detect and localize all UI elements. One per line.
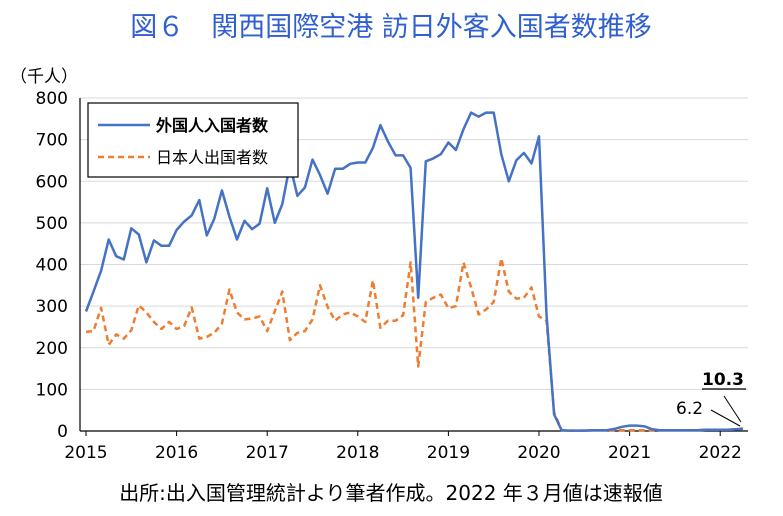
x-tick-label: 2020: [517, 443, 560, 463]
x-tick-label: 2019: [427, 443, 470, 463]
y-tick-label: 800: [36, 89, 68, 109]
legend: 外国人入国者数 日本人出国者数: [87, 102, 299, 178]
series-lines: [84, 111, 744, 432]
x-tick-label: 2021: [608, 443, 651, 463]
legend-label-japanese: 日本人出国者数: [156, 148, 268, 167]
chart-title: 図６ 関西国際空港 訪日外客入国者数推移: [130, 12, 652, 43]
y-tick-label: 700: [36, 131, 68, 151]
annotation-japanese-latest: 6.2: [676, 399, 703, 419]
x-tick-label: 2015: [64, 443, 107, 463]
series-line-foreign-arrivals: [84, 111, 743, 432]
y-tick-label: 0: [57, 422, 68, 442]
x-tick-label: 2022: [699, 443, 742, 463]
legend-box: [87, 102, 299, 178]
y-tick-label: 600: [36, 172, 68, 192]
y-tick-label: 500: [36, 214, 68, 234]
y-tick-label: 300: [36, 297, 68, 317]
legend-label-foreign: 外国人入国者数: [155, 116, 269, 135]
annotations: 10.3 6.2: [676, 370, 746, 427]
series-line-japanese-departures: [85, 257, 744, 432]
x-tick-label: 2018: [336, 443, 379, 463]
y-axis-unit-label: （千人）: [10, 67, 78, 87]
annotation-leader-japanese: [710, 409, 741, 427]
y-tick-label: 400: [36, 256, 68, 276]
axes: 0 100 200 300 400 500 600 700 800 2015 2016 2017 201…: [36, 89, 748, 463]
annotation-foreign-latest: 10.3: [702, 370, 744, 390]
x-tick-label: 2016: [155, 443, 198, 463]
y-tick-label: 200: [36, 339, 68, 359]
x-tick-label: 2017: [246, 443, 289, 463]
y-tick-label: 100: [36, 380, 68, 400]
source-note: 出所:出入国管理統計より筆者作成。2022 年３月値は速報値: [119, 481, 663, 505]
annotation-leader-foreign: [723, 395, 742, 423]
